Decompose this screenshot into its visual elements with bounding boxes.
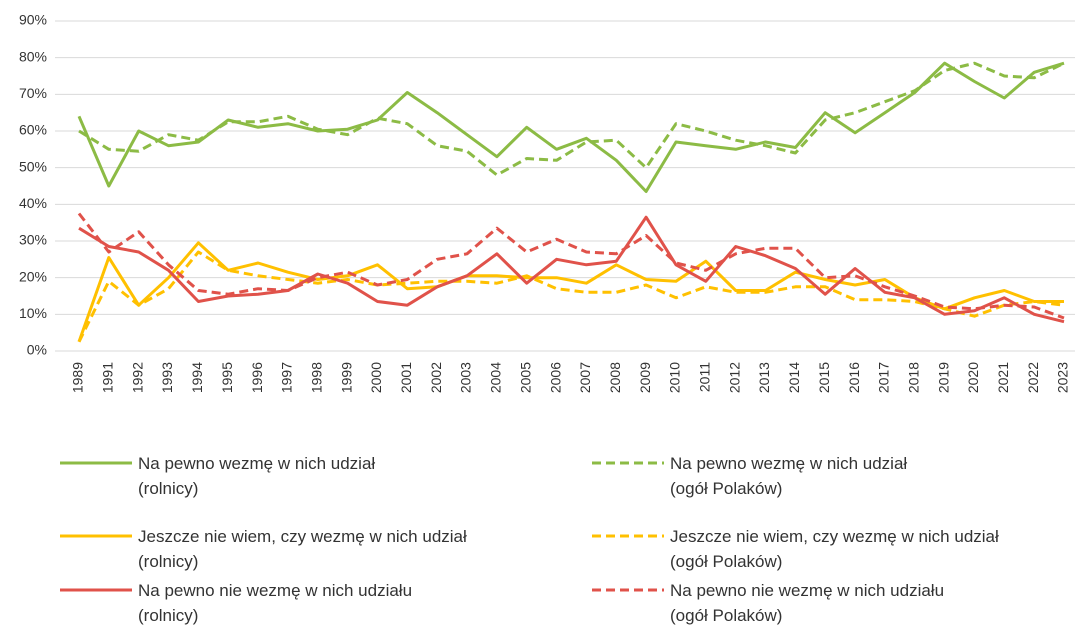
x-tick-label: 2004: [488, 362, 504, 393]
y-tick-label: 60%: [19, 122, 47, 138]
x-tick-label: 1998: [308, 362, 324, 393]
x-tick-label: 2012: [726, 362, 742, 393]
x-tick-label: 2020: [965, 362, 981, 393]
x-tick-label: 1995: [219, 362, 235, 393]
x-tick-label: 2009: [637, 362, 653, 393]
x-tick-label: 2022: [1025, 362, 1041, 393]
x-tick-label: 2003: [458, 362, 474, 393]
x-tick-label: 2007: [577, 362, 593, 393]
legend-label: Jeszcze nie wiem, czy wezmę w nich udzia…: [138, 527, 467, 571]
x-tick-label: 2014: [786, 362, 802, 393]
series-line: [77, 241, 1064, 343]
x-tick-label: 2011: [697, 362, 713, 392]
x-tick-label: 2017: [876, 362, 892, 393]
x-tick-label: 1997: [279, 362, 295, 393]
y-tick-label: 90%: [19, 12, 47, 28]
x-tick-label: 1992: [129, 362, 145, 393]
x-tick-label: 2019: [935, 362, 951, 393]
x-tick-label: 2001: [398, 362, 414, 393]
series-line: [78, 61, 1065, 177]
x-tick-label: 2016: [846, 362, 862, 393]
x-tick-label: 2008: [607, 362, 623, 393]
x-tick-label: 2023: [1055, 362, 1071, 393]
x-tick-label: 1989: [70, 362, 86, 393]
x-tick-label: 1994: [189, 362, 205, 393]
y-tick-label: 10%: [19, 305, 47, 321]
y-tick-label: 50%: [19, 158, 47, 174]
legend-swatch: [592, 534, 664, 538]
x-tick-label: 2021: [995, 362, 1011, 393]
y-tick-label: 0%: [27, 342, 47, 358]
x-tick-label: 2002: [428, 362, 444, 393]
legend-label: Na pewno nie wezmę w nich udziału (ogół …: [670, 581, 945, 625]
legend-swatch: [592, 588, 664, 592]
y-tick-label: 20%: [19, 268, 47, 284]
legend-swatch: [60, 461, 132, 465]
legend-item: Jeszcze nie wiem, czy wezmę w nich udzia…: [592, 524, 999, 574]
legend-item: Na pewno nie wezmę w nich udziału (ogół …: [592, 578, 944, 625]
y-tick-label: 30%: [19, 232, 47, 248]
legend-label: Na pewno wezmę w nich udział (rolnicy): [138, 454, 376, 498]
legend-label: Na pewno nie wezmę w nich udziału (rolni…: [138, 581, 413, 625]
series-line: [78, 215, 1065, 324]
x-tick-label: 2015: [816, 362, 832, 393]
legend-item: Jeszcze nie wiem, czy wezmę w nich udzia…: [60, 524, 467, 574]
series-line: [77, 212, 1065, 320]
legend-label: Jeszcze nie wiem, czy wezmę w nich udzia…: [670, 527, 999, 571]
x-tick-label: 2010: [667, 362, 683, 393]
legend-swatch: [592, 461, 664, 465]
x-tick-label: 2006: [547, 362, 563, 393]
x-tick-label: 1996: [249, 362, 265, 393]
legend-swatch: [60, 534, 132, 538]
x-tick-label: 2018: [905, 362, 921, 393]
x-tick-label: 1999: [338, 362, 354, 393]
y-tick-label: 40%: [19, 195, 47, 211]
y-tick-label: 80%: [19, 48, 47, 64]
legend-swatch: [60, 588, 132, 592]
legend-label: Na pewno wezmę w nich udział (ogół Polak…: [670, 454, 908, 498]
y-tick-label: 70%: [19, 85, 47, 101]
legend-item: Na pewno nie wezmę w nich udziału (rolni…: [60, 578, 412, 625]
legend-item: Na pewno wezmę w nich udział (rolnicy): [60, 451, 375, 501]
x-tick-label: 1991: [100, 362, 116, 393]
legend-item: Na pewno wezmę w nich udział (ogół Polak…: [592, 451, 907, 501]
x-tick-label: 2013: [756, 362, 772, 393]
x-tick-label: 2005: [517, 362, 533, 393]
x-tick-label: 1993: [159, 362, 175, 393]
series-line: [77, 61, 1065, 193]
x-tick-label: 2000: [368, 362, 384, 393]
